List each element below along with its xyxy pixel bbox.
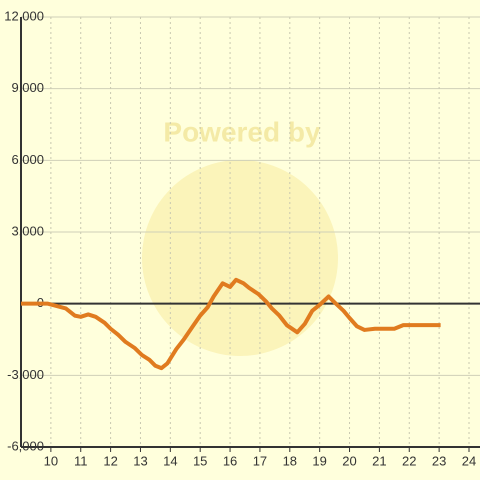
y-tick-label: -6,000	[7, 438, 44, 453]
y-tick-label: 3,000	[11, 223, 44, 238]
x-tick-label: 21	[372, 453, 386, 468]
x-tick-label: 11	[74, 453, 88, 468]
watermark: Powered by	[163, 116, 321, 147]
y-tick-label: 9,000	[11, 80, 44, 95]
x-tick-label: 10	[44, 453, 58, 468]
x-tick-label: 22	[402, 453, 416, 468]
x-tick-label: 20	[342, 453, 356, 468]
x-tick-label: 23	[432, 453, 446, 468]
x-tick-label: 18	[283, 453, 297, 468]
y-tick-label: 6,000	[11, 152, 44, 167]
x-tick-label: 17	[253, 453, 267, 468]
x-tick-label: 19	[312, 453, 326, 468]
x-tick-label: 14	[163, 453, 177, 468]
x-tick-label: 16	[223, 453, 237, 468]
data-line	[21, 277, 441, 371]
watermark-logo	[142, 160, 338, 356]
y-tick-label: -3,000	[7, 367, 44, 382]
y-tick-label: 12,000	[4, 8, 44, 23]
x-tick-label: 12	[103, 453, 117, 468]
x-tick-label: 15	[193, 453, 207, 468]
x-tick-label: 13	[133, 453, 147, 468]
x-tick-label: 24	[462, 453, 476, 468]
